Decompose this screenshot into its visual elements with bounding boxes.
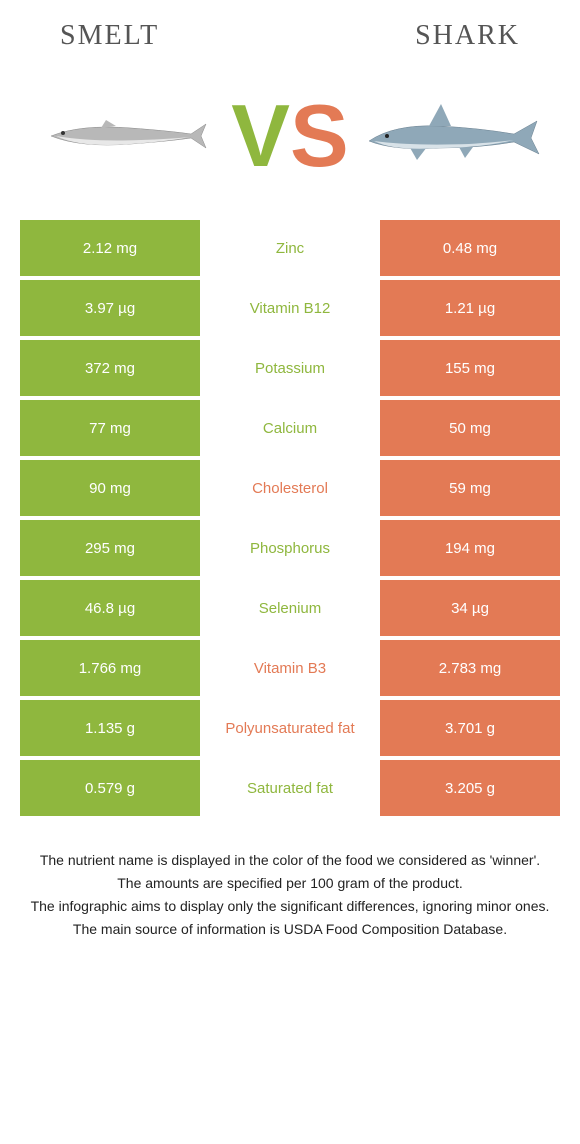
right-value: 0.48 mg	[380, 220, 560, 276]
nutrient-label: Zinc	[200, 220, 380, 276]
vs-s-letter: S	[290, 92, 349, 180]
table-row: 3.97 µgVitamin B121.21 µg	[20, 280, 560, 336]
nutrient-label: Phosphorus	[200, 520, 380, 576]
right-food-title: Shark	[415, 20, 520, 52]
table-row: 1.135 gPolyunsaturated fat3.701 g	[20, 700, 560, 756]
left-value: 0.579 g	[20, 760, 200, 816]
left-value: 2.12 mg	[20, 220, 200, 276]
right-value: 59 mg	[380, 460, 560, 516]
table-row: 295 mgPhosphorus194 mg	[20, 520, 560, 576]
right-value: 34 µg	[380, 580, 560, 636]
nutrient-label: Vitamin B3	[200, 640, 380, 696]
vs-v-letter: V	[231, 92, 290, 180]
right-value: 1.21 µg	[380, 280, 560, 336]
left-value: 77 mg	[20, 400, 200, 456]
nutrient-label: Vitamin B12	[200, 280, 380, 336]
footer-line-2: The amounts are specified per 100 gram o…	[30, 873, 550, 894]
left-value: 1.766 mg	[20, 640, 200, 696]
nutrient-table: 2.12 mgZinc0.48 mg3.97 µgVitamin B121.21…	[0, 220, 580, 816]
left-value: 3.97 µg	[20, 280, 200, 336]
left-food-title: Smelt	[60, 20, 159, 52]
shark-image	[349, 96, 560, 176]
table-row: 2.12 mgZinc0.48 mg	[20, 220, 560, 276]
right-value: 3.701 g	[380, 700, 560, 756]
right-value: 3.205 g	[380, 760, 560, 816]
smelt-image	[20, 106, 231, 166]
left-value: 295 mg	[20, 520, 200, 576]
table-row: 90 mgCholesterol59 mg	[20, 460, 560, 516]
footer-notes: The nutrient name is displayed in the co…	[0, 820, 580, 940]
nutrient-label: Saturated fat	[200, 760, 380, 816]
left-value: 1.135 g	[20, 700, 200, 756]
table-row: 46.8 µgSelenium34 µg	[20, 580, 560, 636]
table-row: 1.766 mgVitamin B32.783 mg	[20, 640, 560, 696]
table-row: 372 mgPotassium155 mg	[20, 340, 560, 396]
nutrient-label: Cholesterol	[200, 460, 380, 516]
left-value: 372 mg	[20, 340, 200, 396]
nutrient-label: Selenium	[200, 580, 380, 636]
right-value: 155 mg	[380, 340, 560, 396]
nutrient-label: Calcium	[200, 400, 380, 456]
table-row: 77 mgCalcium50 mg	[20, 400, 560, 456]
right-value: 194 mg	[380, 520, 560, 576]
right-value: 50 mg	[380, 400, 560, 456]
footer-line-1: The nutrient name is displayed in the co…	[30, 850, 550, 871]
header: Smelt Shark	[0, 0, 580, 62]
footer-line-4: The main source of information is USDA F…	[30, 919, 550, 940]
hero-row: V S	[0, 62, 580, 220]
vs-label: V S	[231, 92, 348, 180]
left-value: 90 mg	[20, 460, 200, 516]
right-value: 2.783 mg	[380, 640, 560, 696]
table-row: 0.579 gSaturated fat3.205 g	[20, 760, 560, 816]
footer-line-3: The infographic aims to display only the…	[30, 896, 550, 917]
nutrient-label: Potassium	[200, 340, 380, 396]
nutrient-label: Polyunsaturated fat	[200, 700, 380, 756]
left-value: 46.8 µg	[20, 580, 200, 636]
